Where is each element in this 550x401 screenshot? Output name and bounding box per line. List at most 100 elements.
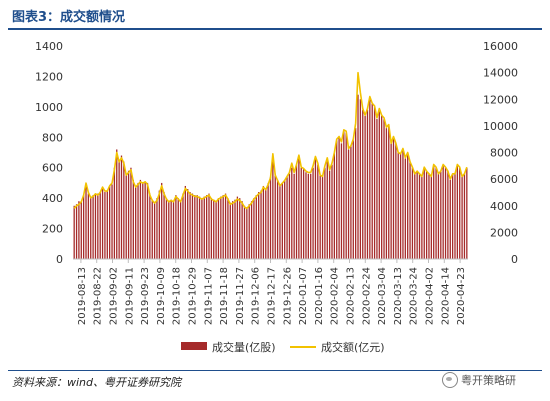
volume-bar <box>146 182 149 259</box>
volume-bar <box>402 149 404 259</box>
volume-bar <box>156 198 158 259</box>
volume-bar <box>324 167 326 259</box>
volume-bar <box>435 167 437 259</box>
right-tick-label: 6000 <box>490 173 518 186</box>
volume-bar <box>385 128 388 259</box>
right-tick-label: 10000 <box>483 120 518 133</box>
volume-bar <box>170 199 172 259</box>
volume-bar <box>205 195 208 259</box>
volume-bar <box>125 173 127 259</box>
volume-bar <box>213 199 215 259</box>
volume-bar <box>151 199 153 259</box>
right-tick-label: 4000 <box>490 200 518 213</box>
volume-bar <box>451 173 454 259</box>
volume-bar <box>111 184 113 259</box>
chart-svg: 0 200 400 600 800 1000 1200 1400 0 2000 4000 6000 8… <box>35 40 518 354</box>
x-tick-label: 2020-02-04 <box>330 267 341 325</box>
volume-bar <box>388 125 390 259</box>
volume-bar <box>286 176 288 259</box>
volume-bar <box>144 181 146 259</box>
volume-bar <box>236 196 239 259</box>
x-tick-label: 2020-02-24 <box>361 267 372 325</box>
volume-bar <box>411 167 414 259</box>
x-tick-label: 2019-12-17 <box>267 267 278 325</box>
volume-bar <box>321 176 324 259</box>
volume-bar <box>345 132 347 259</box>
volume-bar <box>189 192 191 259</box>
volume-bar <box>135 185 137 259</box>
volume-bar <box>239 198 241 259</box>
turnover-line <box>73 71 468 210</box>
volume-bar <box>281 182 283 259</box>
volume-bar <box>191 193 194 259</box>
volume-bar <box>99 192 101 259</box>
x-tick-label: 2020-04-14 <box>440 267 451 325</box>
volume-bar <box>364 115 366 260</box>
volume-bar <box>203 196 205 259</box>
volume-bar <box>317 164 319 259</box>
volume-bar <box>75 204 78 259</box>
volume-bar <box>373 106 376 259</box>
volume-bar <box>407 152 409 259</box>
volume-bar <box>163 192 165 259</box>
x-tick-label: 2020-03-13 <box>393 267 404 325</box>
volume-bar <box>302 169 305 259</box>
volume-bar <box>227 198 229 259</box>
volume-bar <box>421 176 423 259</box>
volume-bar <box>381 115 383 260</box>
volume-bar <box>428 173 430 259</box>
volume-bar <box>447 170 449 259</box>
volume-bar <box>397 152 399 259</box>
volume-bar <box>442 164 444 259</box>
x-tick-label: 2019-10-09 <box>156 267 167 325</box>
title-divider <box>8 28 542 30</box>
x-tick-label: 2019-12-26 <box>282 267 293 325</box>
volume-bar <box>265 189 267 259</box>
volume-bar <box>456 164 459 259</box>
volume-bar <box>142 182 144 259</box>
legend-volume-swatch <box>181 342 207 350</box>
left-axis-ticks: 0 200 400 600 800 1000 1200 1400 <box>35 40 63 266</box>
volume-bar <box>118 160 120 259</box>
x-tick-label: 2019-08-13 <box>77 267 88 325</box>
volume-bar <box>194 195 196 259</box>
volume-bar <box>461 176 463 259</box>
volume-bar <box>272 161 274 259</box>
volume-bar <box>78 201 80 259</box>
volume-bar <box>258 192 260 259</box>
x-tick-label: 2020-01-16 <box>314 267 325 325</box>
volume-bar <box>352 140 354 259</box>
volume-bar <box>260 190 262 259</box>
volume-bar <box>437 173 440 259</box>
volume-bar <box>392 137 395 259</box>
volume-bar <box>90 198 92 259</box>
volume-bar <box>357 94 359 259</box>
volume-bar <box>246 207 248 259</box>
volume-bar <box>440 170 442 259</box>
x-tick-label: 2019-11-18 <box>219 267 230 325</box>
volume-bar <box>208 193 210 259</box>
volume-bar <box>284 179 286 259</box>
x-tick-label: 2019-10-29 <box>188 267 199 325</box>
volume-bar <box>279 185 281 259</box>
volume-bar <box>153 202 156 259</box>
x-tick-label: 2020-03-04 <box>377 267 388 325</box>
volume-bar <box>369 97 371 259</box>
volume-bar <box>433 164 435 259</box>
volume-bar <box>416 170 418 259</box>
volume-bar <box>444 167 447 259</box>
volume-bar <box>80 201 82 259</box>
right-tick-label: 16000 <box>483 40 518 53</box>
left-tick-label: 800 <box>42 131 63 144</box>
volume-bar <box>82 195 85 259</box>
volume-bar <box>130 167 132 259</box>
volume-bar <box>104 192 106 259</box>
left-tick-label: 0 <box>56 253 63 266</box>
x-tick-label: 2019-09-02 <box>109 267 120 325</box>
volume-bar <box>355 128 357 259</box>
volume-bar <box>338 137 340 259</box>
volume-bar <box>139 179 142 259</box>
volume-bar <box>127 170 130 259</box>
volume-bar <box>362 109 364 260</box>
volume-bar <box>73 205 75 259</box>
